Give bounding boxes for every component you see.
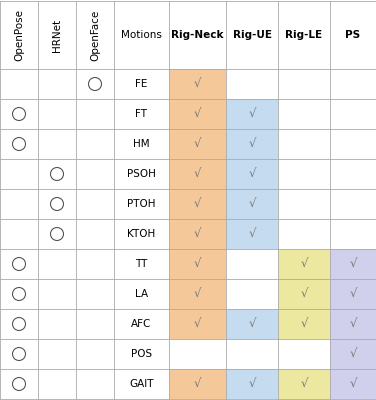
Bar: [169, 309, 226, 339]
Text: √: √: [300, 318, 308, 330]
Bar: [330, 249, 376, 279]
Text: FE: FE: [135, 79, 148, 89]
Text: √: √: [248, 378, 256, 390]
Bar: [330, 279, 376, 309]
Bar: [169, 219, 226, 249]
Text: √: √: [349, 258, 357, 270]
Bar: [330, 309, 376, 339]
Text: √: √: [349, 318, 357, 330]
Bar: [169, 369, 226, 399]
Text: LA: LA: [135, 289, 148, 299]
Text: √: √: [300, 378, 308, 390]
Text: √: √: [194, 78, 201, 90]
Text: PSOH: PSOH: [127, 169, 156, 179]
Text: √: √: [194, 108, 201, 120]
Text: √: √: [300, 288, 308, 300]
Text: FT: FT: [135, 109, 147, 119]
Bar: [278, 279, 330, 309]
Bar: [226, 159, 278, 189]
Text: √: √: [194, 168, 201, 180]
Text: √: √: [248, 168, 256, 180]
Bar: [278, 249, 330, 279]
Text: AFC: AFC: [131, 319, 152, 329]
Bar: [169, 129, 226, 159]
Text: √: √: [194, 198, 201, 210]
Bar: [226, 369, 278, 399]
Bar: [169, 69, 226, 99]
Text: PTOH: PTOH: [127, 199, 156, 209]
Bar: [330, 339, 376, 369]
Text: TT: TT: [135, 259, 148, 269]
Text: √: √: [248, 138, 256, 150]
Text: √: √: [300, 258, 308, 270]
Bar: [169, 279, 226, 309]
Bar: [330, 369, 376, 399]
Text: √: √: [194, 318, 201, 330]
Text: √: √: [248, 228, 256, 240]
Bar: [169, 99, 226, 129]
Text: √: √: [248, 108, 256, 120]
Bar: [169, 189, 226, 219]
Bar: [278, 309, 330, 339]
Text: √: √: [349, 378, 357, 390]
Bar: [278, 369, 330, 399]
Text: OpenPose: OpenPose: [14, 9, 24, 61]
Text: KTOH: KTOH: [127, 229, 156, 239]
Text: √: √: [194, 258, 201, 270]
Text: √: √: [194, 378, 201, 390]
Text: HRNet: HRNet: [52, 18, 62, 52]
Text: Rig-Neck: Rig-Neck: [171, 30, 224, 40]
Text: √: √: [194, 288, 201, 300]
Bar: [226, 129, 278, 159]
Bar: [226, 309, 278, 339]
Text: √: √: [194, 138, 201, 150]
Text: HM: HM: [133, 139, 150, 149]
Text: Motions: Motions: [121, 30, 162, 40]
Bar: [226, 99, 278, 129]
Text: POS: POS: [131, 349, 152, 359]
Text: √: √: [248, 198, 256, 210]
Text: √: √: [349, 348, 357, 360]
Bar: [226, 189, 278, 219]
Text: GAIT: GAIT: [129, 379, 154, 389]
Text: √: √: [194, 228, 201, 240]
Bar: [226, 219, 278, 249]
Text: OpenFace: OpenFace: [90, 9, 100, 61]
Text: Rig-LE: Rig-LE: [285, 30, 323, 40]
Text: √: √: [349, 288, 357, 300]
Text: √: √: [248, 318, 256, 330]
Bar: [169, 249, 226, 279]
Text: PS: PS: [346, 30, 361, 40]
Text: Rig-UE: Rig-UE: [232, 30, 271, 40]
Bar: [169, 159, 226, 189]
